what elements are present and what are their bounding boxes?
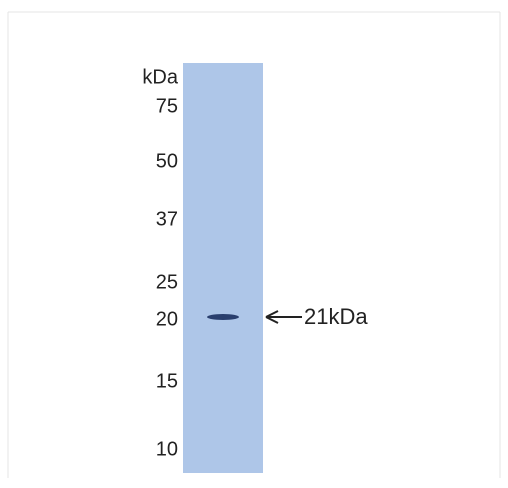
unit-label: kDa <box>142 66 178 88</box>
marker-label: 10 <box>156 438 178 460</box>
blot-image: kDa 21kDa 75 50 37 25 20 15 10 <box>0 0 508 483</box>
marker-label: 25 <box>156 271 178 293</box>
western-blot-figure: kDa 21kDa 75 50 37 25 20 15 10 <box>0 0 508 483</box>
marker-label: 37 <box>156 208 178 230</box>
marker-label: 75 <box>156 95 178 117</box>
gel-lane <box>183 63 263 473</box>
marker-label: 15 <box>156 370 178 392</box>
marker-label: 50 <box>156 150 178 172</box>
band-label: 21kDa <box>304 304 368 329</box>
protein-band <box>207 314 239 320</box>
marker-label: 20 <box>156 308 178 330</box>
